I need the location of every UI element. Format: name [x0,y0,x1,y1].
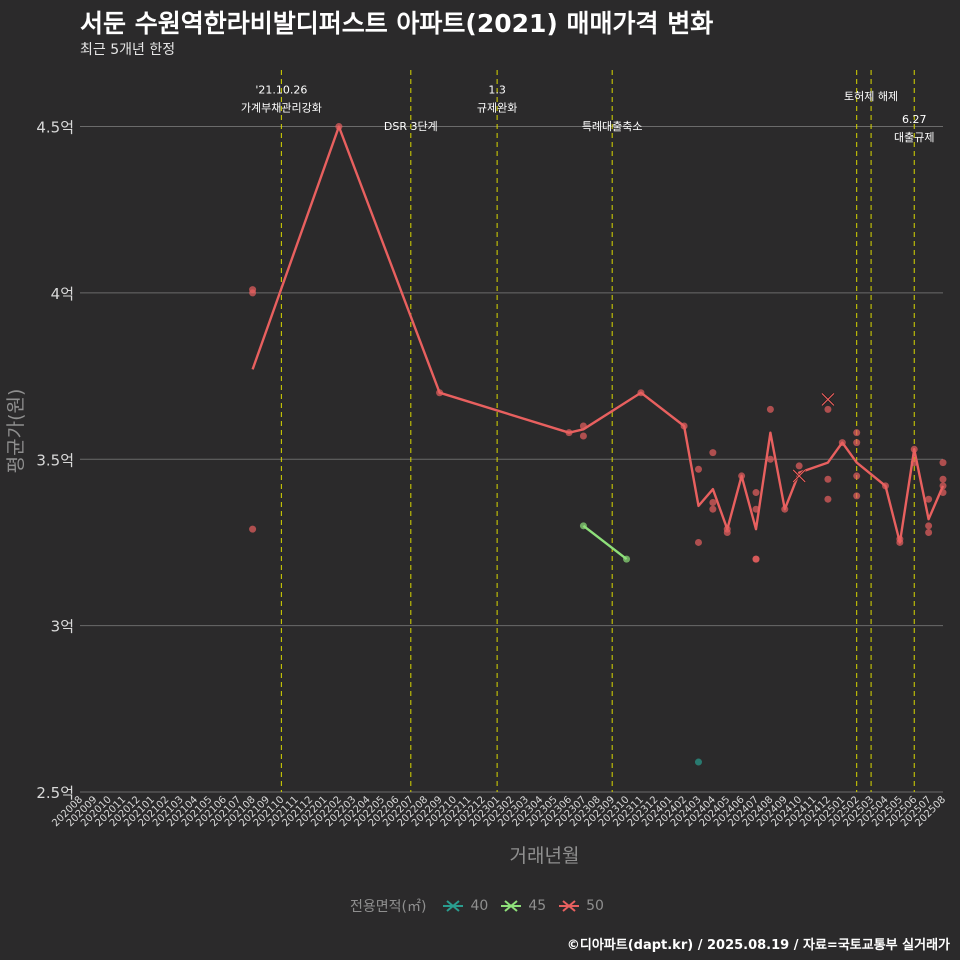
x-axis-title: 거래년월 [510,845,580,867]
event-label: 토허제 해제 [844,89,898,103]
data-point-50 [824,405,832,413]
data-point-50 [853,429,861,437]
data-point-40 [694,758,702,766]
data-point-50 [709,505,717,513]
cross-marker-50 [821,392,835,406]
data-point-50 [694,538,702,546]
legend-item-50[interactable]: 50 [558,898,604,914]
data-point-50 [824,475,832,483]
data-point-50 [752,555,760,563]
data-point-50 [249,289,257,297]
data-point-50 [939,459,947,467]
data-point-50 [723,528,731,536]
y-tick-label: 4억 [51,285,74,303]
source-caption: ©디아파트(dapt.kr) / 2025.08.19 / 자료=국토교통부 실… [566,938,950,953]
y-tick-label: 4.5억 [36,119,74,137]
series-line-45 [582,524,628,561]
event-label: 가계부채관리강화 [241,101,322,114]
legend-label-50: 50 [586,898,604,914]
data-point-50 [925,522,933,530]
data-point-50 [766,455,774,463]
event-label: 대출규제 [894,131,934,144]
legend-item-40[interactable]: 40 [442,898,488,914]
data-point-50 [579,432,587,440]
chart-subtitle: 최근 5개년 한정 [80,42,176,58]
event-label: '21.10.26 [255,83,307,96]
cross-marker-50 [792,469,806,483]
legend-swatch-50 [559,900,580,912]
y-axis-title: 평균가(원) [5,389,27,474]
event-label: 규제완화 [477,101,517,114]
event-label: DSR 3단계 [384,120,438,133]
chart-title: 서둔 수원역한라비발디퍼스트 아파트(2021) 매매가격 변화 [80,9,714,38]
event-label: 6.27 [902,113,927,126]
data-point-50 [853,492,861,500]
data-point-50 [694,465,702,473]
data-point-50 [853,439,861,447]
series-line-50 [251,125,945,544]
data-point-50 [709,449,717,457]
data-point-50 [853,472,861,480]
data-point-50 [709,499,717,507]
legend-swatch-45 [501,900,522,912]
data-point-50 [766,405,774,413]
data-point-50 [795,462,803,470]
legend: 전용면적(㎡) 40 45 50 [0,896,960,916]
y-tick-label: 2.5억 [36,784,74,802]
legend-label-45: 45 [528,898,547,914]
data-point-50 [752,489,760,497]
data-point-50 [249,525,257,533]
data-point-50 [824,495,832,503]
data-point-50 [939,475,947,483]
legend-title: 전용면적(㎡) [350,899,427,915]
y-tick-label: 3.5억 [36,451,74,469]
data-point-50 [925,528,933,536]
legend-swatch-40 [443,900,464,912]
data-point-50 [925,495,933,503]
legend-item-45[interactable]: 45 [500,898,546,914]
event-label: 1.3 [488,83,506,96]
y-tick-label: 3억 [51,618,74,636]
legend-label-40: 40 [470,898,489,914]
event-label: 특례대출축소 [582,120,643,133]
